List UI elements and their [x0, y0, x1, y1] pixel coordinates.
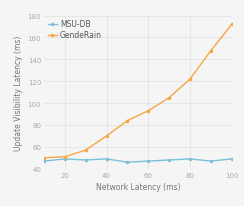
MSU-DB [147, 160, 150, 163]
MSU-DB [168, 159, 171, 162]
MSU-DB [189, 158, 192, 160]
MSU-DB [209, 160, 212, 163]
GendeRain [42, 157, 45, 159]
Line: MSU-DB: MSU-DB [43, 158, 233, 163]
GendeRain [230, 24, 233, 26]
Legend: MSU-DB, GendeRain: MSU-DB, GendeRain [46, 19, 103, 42]
GendeRain [63, 156, 66, 158]
GendeRain [147, 110, 150, 112]
GendeRain [209, 50, 212, 53]
GendeRain [168, 97, 171, 99]
MSU-DB [42, 160, 45, 163]
GendeRain [126, 120, 129, 122]
MSU-DB [126, 161, 129, 164]
GendeRain [189, 78, 192, 81]
MSU-DB [230, 158, 233, 160]
GendeRain [84, 149, 87, 152]
MSU-DB [105, 158, 108, 160]
MSU-DB [84, 159, 87, 162]
Y-axis label: Update Visibility Latency (ms): Update Visibility Latency (ms) [14, 35, 23, 150]
GendeRain [105, 135, 108, 137]
X-axis label: Network Latency (ms): Network Latency (ms) [96, 182, 180, 191]
MSU-DB [63, 158, 66, 160]
Line: GendeRain: GendeRain [43, 24, 233, 159]
